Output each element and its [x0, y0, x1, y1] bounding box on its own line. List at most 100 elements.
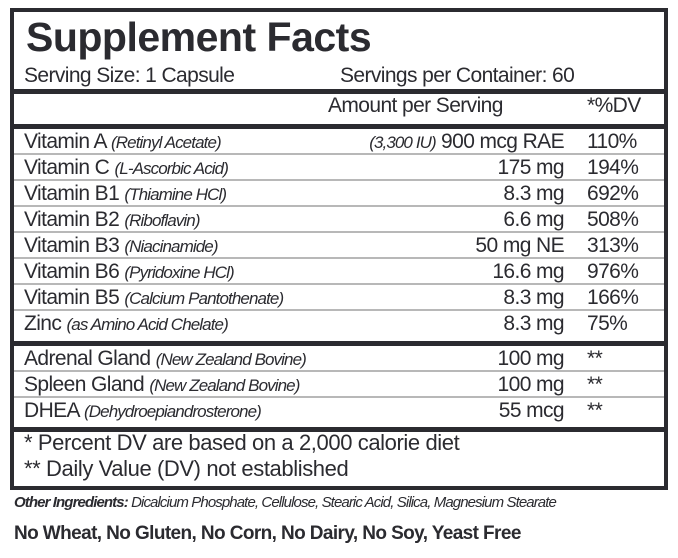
- daily-value: 110%: [587, 130, 637, 153]
- amount-value: 900 mcg RAE: [441, 130, 565, 153]
- daily-value: **: [587, 399, 603, 422]
- nutrient-amount: (3,300 IU) 900 mcg RAE: [369, 130, 564, 154]
- nutrient-amount: 8.3 mg: [503, 182, 564, 206]
- nutrient-amount: 8.3 mg: [503, 286, 564, 310]
- nutrient-name: Vitamin B1 (Thiamine HCl): [24, 182, 227, 206]
- nutrient-name: Vitamin A (Retinyl Acetate): [24, 130, 222, 154]
- amount-header: Amount per Serving: [328, 94, 503, 117]
- nutrient-name: Vitamin C (L-Ascorbic Acid): [24, 156, 229, 180]
- amount-value: 8.3 mg: [503, 286, 564, 309]
- nutrient-source: (Retinyl Acetate): [111, 133, 222, 152]
- nutrient-row: Adrenal Gland (New Zealand Bovine) 100 mg…: [14, 346, 664, 372]
- daily-value: 692%: [587, 182, 639, 205]
- dv-header: *%DV: [587, 94, 641, 117]
- nutrient-label: Vitamin B1: [24, 182, 120, 205]
- panel-title: Supplement Facts: [26, 14, 372, 60]
- row-separator: [14, 396, 664, 398]
- nutrient-amount: 55 mcg: [498, 399, 565, 423]
- other-ingredients-label: Other Ingredients:: [14, 494, 129, 511]
- row-separator: [14, 205, 664, 207]
- row-separator: [14, 370, 664, 372]
- servings-per-container: Servings per Container: 60: [340, 64, 575, 87]
- amount-value: 16.6 mg: [492, 260, 564, 283]
- nutrient-name: DHEA (Dehydroepiandrosterone): [24, 399, 262, 423]
- daily-value: 976%: [587, 260, 639, 283]
- other-ingredients-list: Dicalcium Phosphate, Cellulose, Stearic …: [131, 494, 557, 511]
- nutrient-name: Adrenal Gland (New Zealand Bovine): [24, 347, 307, 371]
- other-ingredients: Other Ingredients: Dicalcium Phosphate, …: [14, 494, 557, 511]
- nutrient-label: Vitamin B6: [24, 260, 120, 283]
- nutrient-label: Spleen Gland: [24, 373, 145, 396]
- amount-value: 100 mg: [497, 347, 565, 370]
- amount-value: 50 mg NE: [475, 234, 564, 257]
- nutrient-amount: 50 mg NE: [475, 234, 564, 258]
- nutrient-row: Vitamin C (L-Ascorbic Acid) 175 mg 194%: [14, 155, 664, 181]
- amount-value: 55 mcg: [498, 399, 565, 422]
- daily-value: 194%: [587, 156, 639, 179]
- row-separator: [14, 179, 664, 181]
- daily-value: 75%: [587, 312, 628, 335]
- row-separator: [14, 153, 664, 155]
- nutrient-name: Spleen Gland (New Zealand Bovine): [24, 373, 300, 397]
- nutrient-source: (Niacinamide): [124, 237, 218, 256]
- nutrient-row: Vitamin B3 (Niacinamide) 50 mg NE 313%: [14, 233, 664, 259]
- nutrient-label: Vitamin B3: [24, 234, 120, 257]
- serving-size: Serving Size: 1 Capsule: [24, 64, 235, 87]
- row-separator: [14, 309, 664, 311]
- nutrient-row: Vitamin A (Retinyl Acetate) (3,300 IU) 90…: [14, 129, 664, 155]
- nutrient-row: Vitamin B5 (Calcium Pantothenate) 8.3 mg 1…: [14, 285, 664, 311]
- allergen-statement: No Wheat, No Gluten, No Corn, No Dairy, …: [14, 523, 521, 544]
- nutrient-label: DHEA: [24, 399, 79, 422]
- nutrient-source: (Dehydroepiandrosterone): [84, 402, 262, 421]
- divider: [14, 124, 664, 129]
- amount-value: 6.6 mg: [503, 208, 564, 231]
- amount-note: (3,300 IU): [369, 133, 436, 152]
- nutrient-source: (Calcium Pantothenate): [124, 289, 284, 308]
- nutrient-amount: 100 mg: [497, 347, 565, 371]
- nutrient-row: Vitamin B2 (Riboflavin) 6.6 mg 508%: [14, 207, 664, 233]
- supplement-facts-panel: Supplement Facts Serving Size: 1 Capsule…: [10, 8, 668, 490]
- amount-value: 8.3 mg: [503, 182, 564, 205]
- nutrient-source: (New Zealand Bovine): [149, 376, 300, 395]
- nutrient-amount: 16.6 mg: [492, 260, 564, 284]
- nutrient-source: (Pyridoxine HCl): [124, 263, 234, 282]
- row-separator: [14, 283, 664, 285]
- nutrient-amount: 100 mg: [497, 373, 565, 397]
- nutrient-amount: 6.6 mg: [503, 208, 564, 232]
- nutrient-source: (as Amino Acid Chelate): [66, 315, 229, 334]
- nutrient-label: Vitamin C: [24, 156, 110, 179]
- nutrient-amount: 8.3 mg: [503, 312, 564, 336]
- daily-value: 508%: [587, 208, 639, 231]
- nutrient-name: Vitamin B2 (Riboflavin): [24, 208, 200, 232]
- nutrient-name: Zinc (as Amino Acid Chelate): [24, 312, 229, 336]
- nutrient-name: Vitamin B3 (Niacinamide): [24, 234, 218, 258]
- divider: [14, 427, 664, 432]
- daily-value: 313%: [587, 234, 639, 257]
- nutrient-source: (Riboflavin): [124, 211, 200, 230]
- nutrient-label: Vitamin B2: [24, 208, 120, 231]
- nutrient-row: DHEA (Dehydroepiandrosterone) 55 mcg **: [14, 398, 664, 424]
- divider: [14, 89, 664, 94]
- footnote-not-established: ** Daily Value (DV) not established: [24, 456, 349, 481]
- nutrient-source: (L-Ascorbic Acid): [114, 159, 229, 178]
- nutrient-row: Spleen Gland (New Zealand Bovine) 100 mg *…: [14, 372, 664, 398]
- nutrient-row: Zinc (as Amino Acid Chelate) 8.3 mg 75%: [14, 311, 664, 337]
- nutrient-label: Vitamin B5: [24, 286, 120, 309]
- row-separator: [14, 231, 664, 233]
- amount-value: 175 mg: [497, 156, 565, 179]
- nutrient-row: Vitamin B6 (Pyridoxine HCl) 16.6 mg 976%: [14, 259, 664, 285]
- daily-value: **: [587, 373, 603, 396]
- nutrient-label: Zinc: [24, 312, 62, 335]
- nutrient-source: (Thiamine HCl): [124, 185, 227, 204]
- nutrient-amount: 175 mg: [497, 156, 565, 180]
- footnote-dv: * Percent DV are based on a 2,000 calori…: [24, 430, 460, 455]
- nutrient-label: Vitamin A: [24, 130, 106, 153]
- nutrient-source: (New Zealand Bovine): [155, 350, 307, 369]
- amount-value: 8.3 mg: [503, 312, 564, 335]
- nutrient-row: Vitamin B1 (Thiamine HCl) 8.3 mg 692%: [14, 181, 664, 207]
- divider: [14, 341, 664, 346]
- daily-value: 166%: [587, 286, 639, 309]
- amount-value: 100 mg: [497, 373, 565, 396]
- nutrient-label: Adrenal Gland: [24, 347, 151, 370]
- row-separator: [14, 257, 664, 259]
